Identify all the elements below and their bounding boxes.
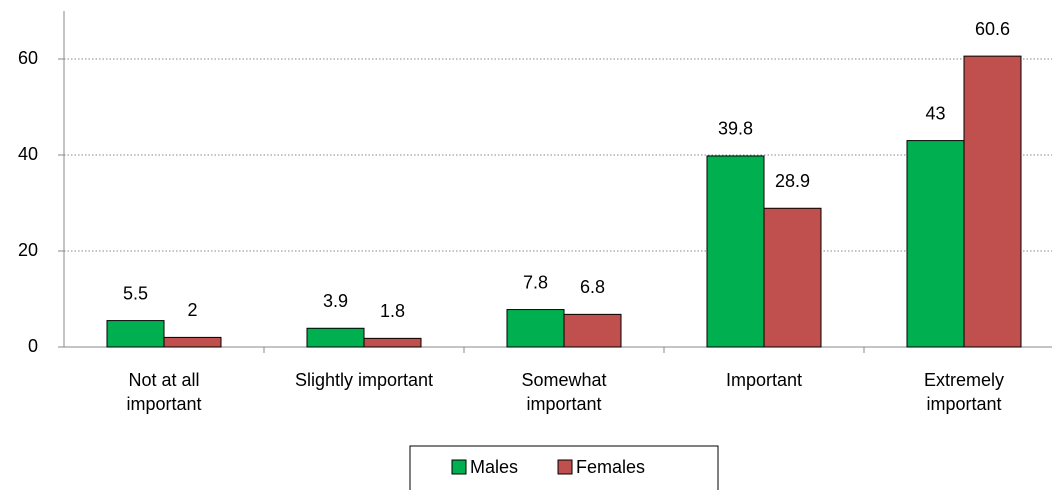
value-label: 39.8 <box>718 119 753 139</box>
value-label: 1.8 <box>380 301 405 321</box>
legend-label: Males <box>470 457 518 477</box>
bar <box>106 320 165 348</box>
bar <box>906 140 965 348</box>
bar <box>363 337 422 348</box>
bar <box>506 309 565 348</box>
y-tick-label: 0 <box>28 336 38 356</box>
legend-swatch <box>451 459 467 475</box>
bar <box>163 336 222 348</box>
x-tick-label: Extremely important <box>924 370 1004 414</box>
value-label: 3.9 <box>323 291 348 311</box>
x-tick-label: Slightly important <box>295 370 433 390</box>
x-tick-label: Somewhat important <box>521 370 606 414</box>
legend-label: Females <box>576 457 645 477</box>
legend-swatch <box>557 459 573 475</box>
value-label: 5.5 <box>123 283 148 303</box>
bar <box>563 313 622 348</box>
value-label: 60.6 <box>975 19 1010 39</box>
bar <box>763 207 822 348</box>
bar <box>306 327 365 348</box>
value-label: 7.8 <box>523 272 548 292</box>
bar <box>963 55 1022 348</box>
value-label: 2 <box>187 300 197 320</box>
value-label: 43 <box>925 103 945 123</box>
y-tick-label: 40 <box>18 144 38 164</box>
value-label: 6.8 <box>580 277 605 297</box>
y-tick-label: 20 <box>18 240 38 260</box>
x-tick-label: Not at all important <box>126 370 201 414</box>
value-label: 28.9 <box>775 171 810 191</box>
x-tick-label: Important <box>726 370 802 390</box>
y-tick-label: 60 <box>18 48 38 68</box>
bar <box>706 155 765 348</box>
